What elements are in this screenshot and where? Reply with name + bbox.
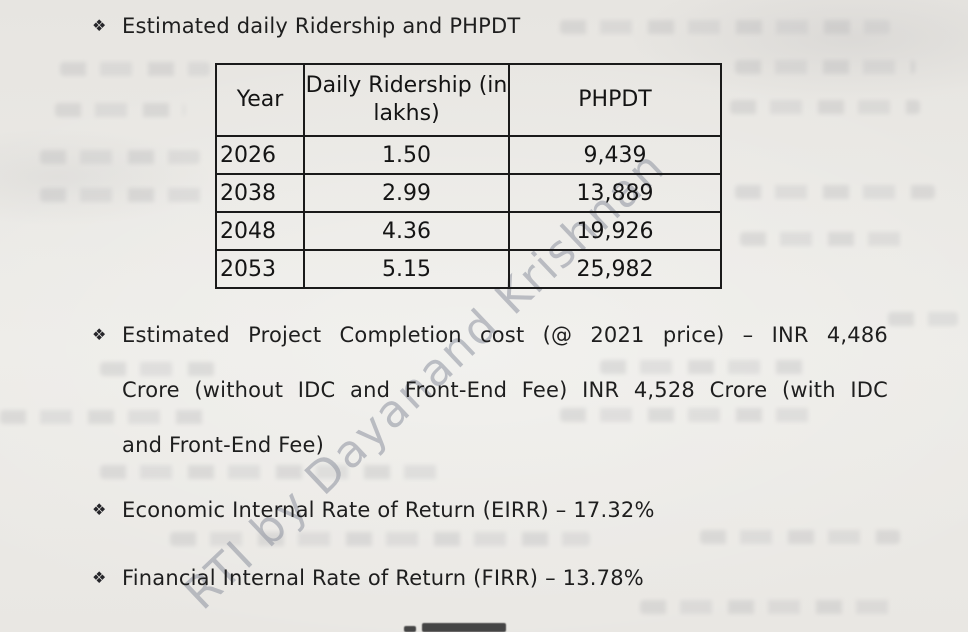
table-row: 2026 1.50 9,439	[215, 135, 722, 175]
column-header-phpdt: PHPDT	[508, 63, 722, 137]
scan-bleed-artifact	[40, 188, 205, 202]
scan-bleed-artifact	[640, 600, 900, 614]
year-cell: 2026	[215, 135, 305, 175]
table-row: 2053 5.15 25,982	[215, 249, 722, 289]
scan-bleed-artifact	[735, 185, 935, 199]
project-cost-line-3: and Front-End Fee)	[122, 433, 325, 457]
scan-bleed-artifact	[888, 312, 958, 326]
column-header-year: Year	[215, 63, 305, 137]
table-header-row: Year Daily Ridership (in lakhs) PHPDT	[215, 63, 722, 137]
scan-smudge	[404, 626, 416, 632]
bullet-diamond-icon: ❖	[92, 16, 107, 35]
scan-bleed-artifact	[560, 408, 810, 422]
bullet-firr: ❖ Financial Internal Rate of Return (FIR…	[92, 565, 644, 591]
ridership-cell: 1.50	[303, 135, 510, 175]
bullet-diamond-icon: ❖	[92, 568, 107, 587]
scan-bleed-artifact	[170, 532, 590, 546]
year-cell: 2053	[215, 249, 305, 289]
scan-bleed-artifact	[600, 360, 810, 374]
scan-bleed-artifact	[100, 362, 215, 376]
table-row: 2038 2.99 13,889	[215, 173, 722, 213]
scan-bleed-artifact	[40, 150, 200, 164]
ridership-cell: 5.15	[303, 249, 510, 289]
column-header-daily-ridership: Daily Ridership (in lakhs)	[303, 63, 510, 137]
scan-bleed-artifact	[560, 20, 890, 34]
eirr-text: Economic Internal Rate of Return (EIRR) …	[122, 498, 655, 522]
scan-bleed-artifact	[700, 530, 900, 544]
year-cell: 2038	[215, 173, 305, 213]
ridership-phpdt-table: Year Daily Ridership (in lakhs) PHPDT 20…	[215, 63, 722, 289]
project-cost-line-2: Crore (without IDC and Front-End Fee) IN…	[122, 378, 888, 402]
project-cost-line-1: Estimated Project Completion cost (@ 202…	[122, 323, 888, 347]
bullet-ridership-heading: ❖ Estimated daily Ridership and PHPDT	[92, 13, 520, 39]
bullet-diamond-icon: ❖	[92, 500, 107, 519]
phpdt-cell: 19,926	[508, 211, 722, 251]
phpdt-cell: 13,889	[508, 173, 722, 213]
phpdt-cell: 9,439	[508, 135, 722, 175]
scan-bleed-artifact	[740, 232, 910, 246]
scan-bleed-artifact	[55, 103, 185, 117]
scan-bleed-artifact	[730, 100, 920, 114]
project-cost-paragraph: Estimated Project Completion cost (@ 202…	[122, 322, 888, 487]
scan-bleed-artifact	[735, 60, 915, 74]
ridership-cell: 4.36	[303, 211, 510, 251]
table-row: 2048 4.36 19,926	[215, 211, 722, 251]
bullet-diamond-icon: ❖	[92, 325, 107, 344]
scan-bleed-artifact	[100, 465, 440, 479]
year-cell: 2048	[215, 211, 305, 251]
bullet-ridership-heading-text: Estimated daily Ridership and PHPDT	[122, 14, 521, 38]
scan-smudge	[422, 623, 506, 632]
phpdt-cell: 25,982	[508, 249, 722, 289]
scan-bleed-artifact	[0, 410, 210, 424]
firr-text: Financial Internal Rate of Return (FIRR)…	[122, 566, 644, 590]
ridership-cell: 2.99	[303, 173, 510, 213]
scan-bleed-artifact	[60, 62, 210, 76]
bullet-eirr: ❖ Economic Internal Rate of Return (EIRR…	[92, 497, 655, 523]
bullet-project-cost: ❖ Estimated Project Completion cost (@ 2…	[92, 322, 888, 487]
